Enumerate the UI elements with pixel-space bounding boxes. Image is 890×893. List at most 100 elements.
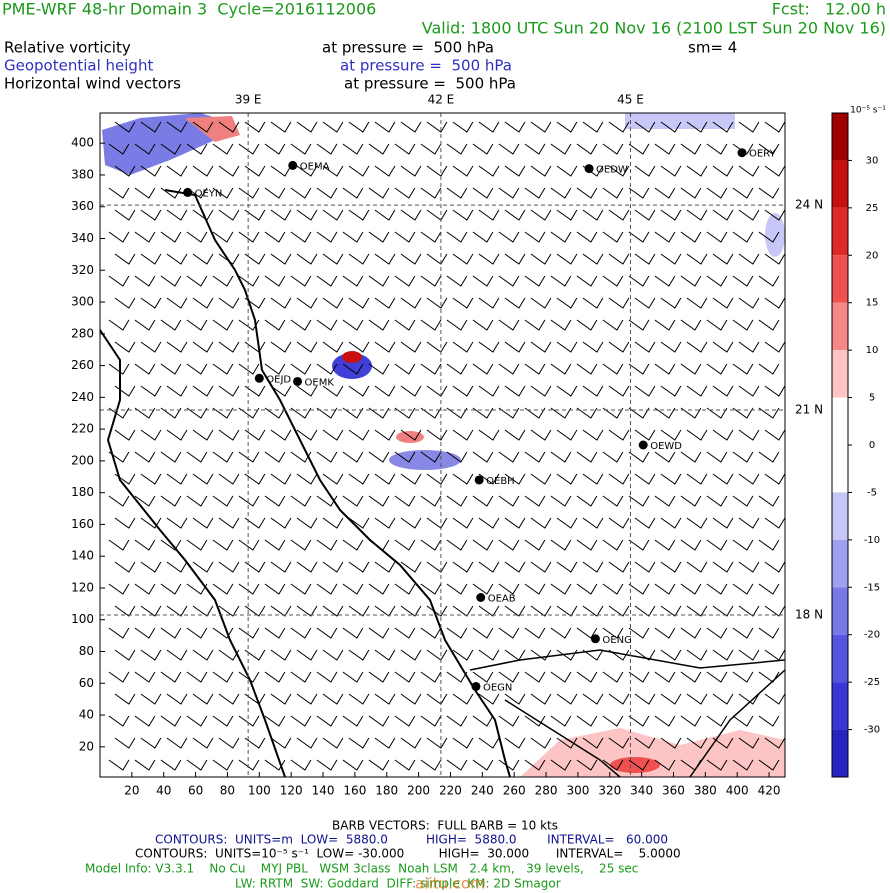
barb	[264, 231, 286, 243]
barb	[706, 539, 728, 551]
barb	[602, 231, 624, 243]
meridian-label: 39 E	[235, 93, 262, 107]
barb	[602, 759, 624, 771]
barb	[290, 671, 312, 683]
barb	[166, 297, 188, 309]
barb	[602, 363, 624, 375]
barb	[140, 473, 162, 485]
station-dot	[293, 376, 303, 386]
barb	[550, 759, 572, 771]
barb	[342, 187, 364, 199]
barb	[628, 759, 650, 771]
barb	[400, 605, 422, 617]
barb	[238, 363, 260, 375]
barb	[134, 671, 156, 683]
barb	[108, 627, 130, 639]
barb	[686, 605, 708, 617]
barb	[316, 451, 338, 463]
barb	[114, 473, 136, 485]
barb	[108, 143, 130, 155]
barb	[712, 385, 734, 397]
barb	[218, 253, 240, 265]
colorbar-tick-label: 30	[866, 155, 879, 166]
barb	[186, 363, 208, 375]
barb	[608, 649, 630, 661]
barb	[160, 715, 182, 727]
barb	[712, 253, 734, 265]
barb	[394, 407, 416, 419]
barb	[160, 495, 182, 507]
barb	[732, 143, 754, 155]
barb	[608, 605, 630, 617]
barb	[270, 561, 292, 573]
barb	[680, 363, 702, 375]
barb	[270, 209, 292, 221]
barb	[270, 693, 292, 705]
barb	[244, 429, 266, 441]
barb	[628, 627, 650, 639]
barb	[394, 187, 416, 199]
barb	[140, 737, 162, 749]
barb	[576, 319, 598, 331]
barb	[504, 561, 526, 573]
barb	[530, 341, 552, 353]
barb	[582, 121, 604, 133]
parallel-label: 21 N	[795, 403, 823, 417]
barb	[238, 583, 260, 595]
x-tick-label: 160	[343, 784, 366, 798]
barb	[296, 473, 318, 485]
barb	[264, 627, 286, 639]
barb	[498, 671, 520, 683]
barb	[322, 517, 344, 529]
barb	[634, 209, 656, 221]
barb	[270, 473, 292, 485]
barb	[426, 429, 448, 441]
barb	[680, 495, 702, 507]
colorbar-tick-label: 20	[866, 250, 879, 261]
barb	[660, 385, 682, 397]
barb	[368, 143, 390, 155]
footer-contours: CONTOURS: UNITS=10⁻⁵ s⁻¹ LOW= -30.000 HI…	[135, 847, 681, 861]
barb	[524, 671, 546, 683]
barb	[212, 451, 234, 463]
barb	[660, 517, 682, 529]
barb	[166, 209, 188, 221]
barb	[706, 187, 728, 199]
barb	[290, 187, 312, 199]
barb	[504, 165, 526, 177]
barb	[342, 583, 364, 595]
barb	[114, 165, 136, 177]
barb	[576, 275, 598, 287]
barb	[342, 759, 364, 771]
barb	[134, 627, 156, 639]
barb	[394, 627, 416, 639]
barb	[322, 605, 344, 617]
barb	[732, 583, 754, 595]
barb	[420, 495, 442, 507]
barb	[738, 649, 760, 661]
barb	[608, 385, 630, 397]
barb	[270, 165, 292, 177]
barb	[680, 407, 702, 419]
barb	[680, 627, 702, 639]
barb	[322, 561, 344, 573]
y-tick-label: 120	[71, 580, 94, 594]
barb	[452, 253, 474, 265]
barb	[114, 297, 136, 309]
barb	[524, 539, 546, 551]
barb	[192, 517, 214, 529]
barb	[660, 473, 682, 485]
barb	[108, 363, 130, 375]
barb	[394, 363, 416, 375]
barb	[504, 693, 526, 705]
barb	[556, 605, 578, 617]
barb	[192, 429, 214, 441]
barb	[602, 407, 624, 419]
barb	[316, 759, 338, 771]
barb	[446, 187, 468, 199]
barb	[218, 297, 240, 309]
barb	[212, 275, 234, 287]
barb	[374, 209, 396, 221]
barb	[322, 693, 344, 705]
barb	[264, 671, 286, 683]
